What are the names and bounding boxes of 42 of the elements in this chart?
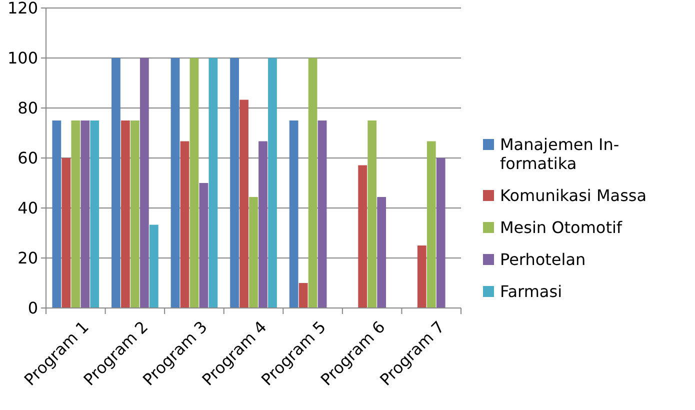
bar xyxy=(258,141,268,308)
legend-label: Mesin Otomotif xyxy=(500,218,622,237)
bar xyxy=(180,141,190,308)
bar xyxy=(377,197,386,308)
bar xyxy=(417,246,426,308)
bar xyxy=(62,158,71,308)
y-tick-label: 60 xyxy=(18,148,38,168)
bar xyxy=(52,120,62,308)
legend-label: Farmasi xyxy=(500,282,562,301)
legend-label: Komunikasi Massa xyxy=(500,186,647,205)
y-tick-label: 80 xyxy=(18,98,38,118)
bar xyxy=(140,58,149,308)
bar xyxy=(130,120,140,308)
bar xyxy=(289,120,298,308)
bar xyxy=(268,58,277,308)
bar xyxy=(199,183,208,308)
bar xyxy=(298,283,308,308)
bar xyxy=(170,58,180,308)
bar xyxy=(426,141,436,308)
bar xyxy=(80,120,90,308)
bar xyxy=(149,224,158,308)
bar xyxy=(240,100,248,308)
bar xyxy=(318,120,327,308)
y-tick-label: 40 xyxy=(18,198,38,218)
bar xyxy=(112,58,120,308)
legend-label: Perhotelan xyxy=(500,250,586,269)
legend-label: Manajemen In-formatika xyxy=(500,135,620,173)
bar xyxy=(121,120,130,308)
bar xyxy=(358,165,368,308)
y-tick-label: 100 xyxy=(7,48,38,68)
bar xyxy=(230,58,239,308)
y-tick-label: 20 xyxy=(18,248,38,268)
y-tick-label: 120 xyxy=(7,0,38,18)
bar xyxy=(308,58,318,308)
bar xyxy=(436,158,446,308)
bar xyxy=(208,58,218,308)
bar xyxy=(71,120,80,308)
bar xyxy=(90,120,100,308)
bar xyxy=(190,58,199,308)
y-tick-label: 0 xyxy=(28,298,38,318)
bar xyxy=(368,120,377,308)
bar xyxy=(249,197,258,308)
